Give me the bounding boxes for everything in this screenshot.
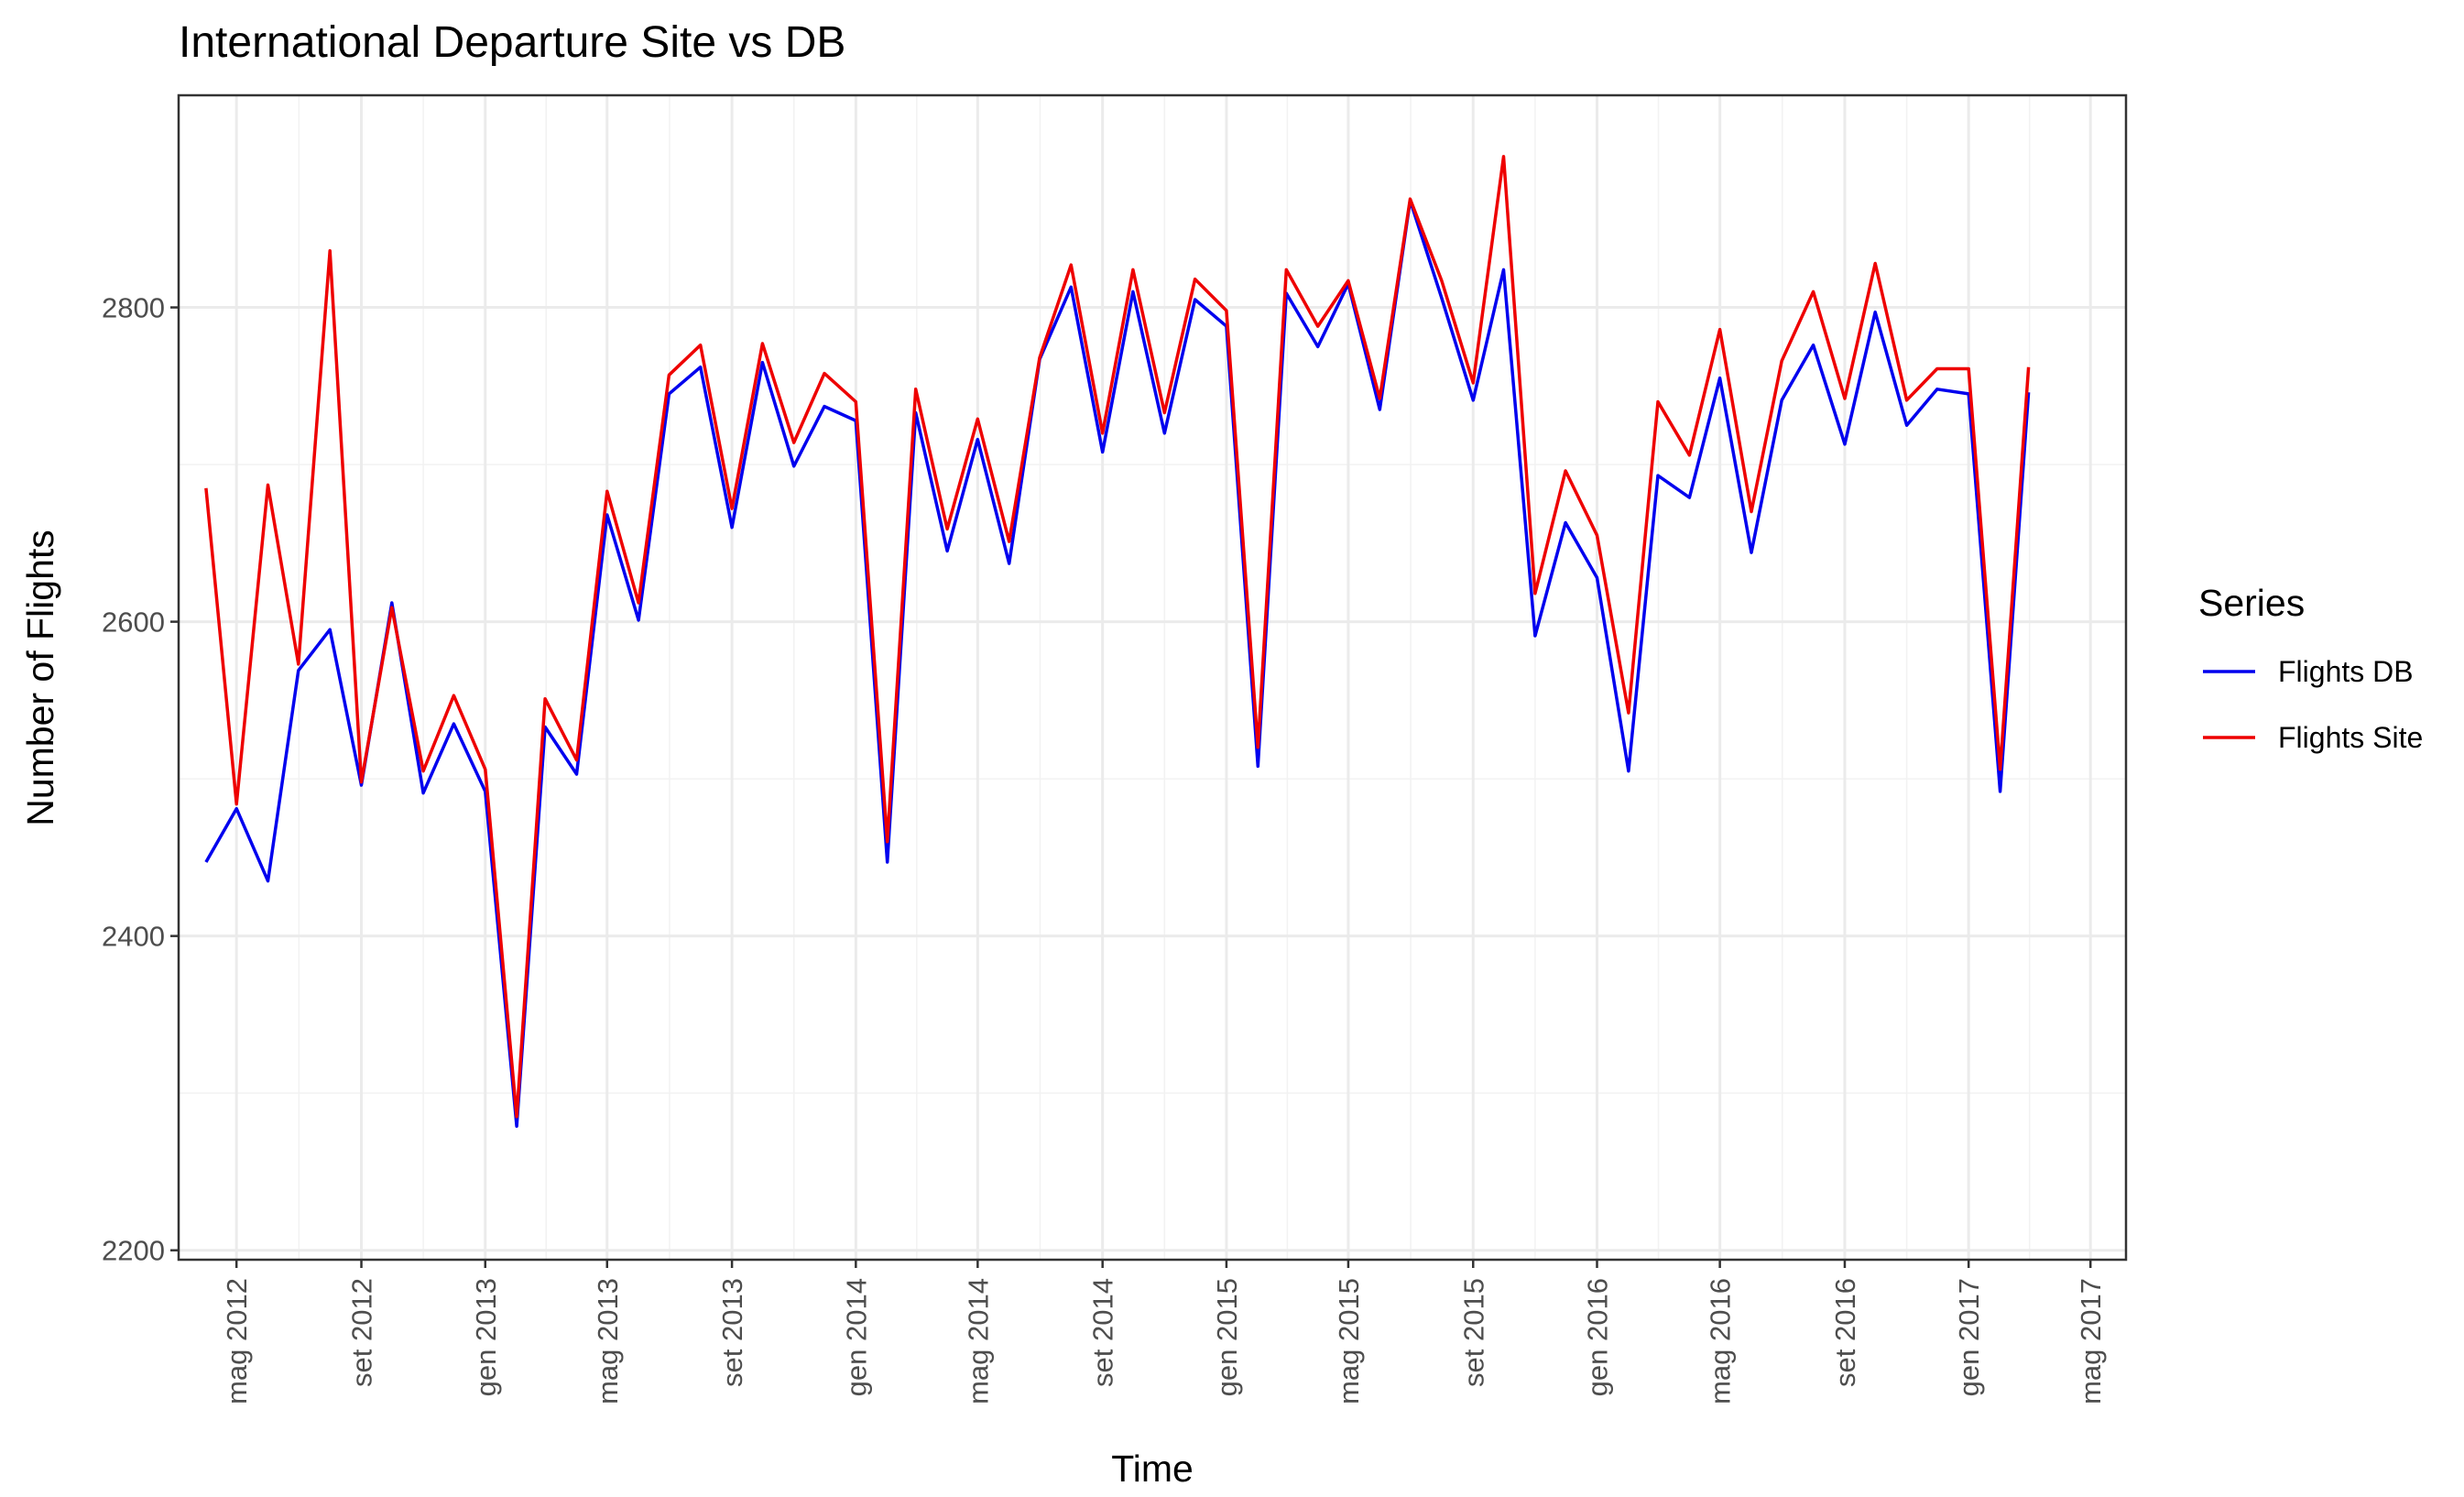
- x-tick-label: gen 2013: [470, 1278, 502, 1396]
- y-axis: 2200 2400 2600 2800: [102, 292, 179, 1267]
- legend-label: Flights Site: [2278, 721, 2423, 754]
- y-tick-label: 2200: [102, 1235, 165, 1267]
- x-tick-label: mag 2017: [2075, 1278, 2107, 1404]
- series-lines: [204, 155, 2031, 1128]
- x-tick-label: set 2015: [1457, 1278, 1489, 1387]
- legend-label: Flights DB: [2278, 655, 2414, 688]
- gridlines: [179, 95, 2126, 1260]
- x-tick-label: mag 2016: [1705, 1278, 1737, 1404]
- x-tick-label: set 2012: [346, 1278, 378, 1387]
- x-tick-label: set 2013: [716, 1278, 748, 1387]
- series-line-flights-db: [204, 199, 2031, 1128]
- x-tick-label: gen 2014: [840, 1278, 872, 1396]
- legend-title: Series: [2198, 582, 2305, 624]
- x-axis: mag 2012 set 2012 gen 2013 mag 2013 set 2013…: [221, 1260, 2107, 1404]
- x-tick-label: mag 2013: [592, 1278, 624, 1404]
- series-line-flights-site: [204, 155, 2031, 1119]
- x-tick-label: set 2014: [1087, 1278, 1119, 1387]
- x-tick-label: set 2016: [1829, 1278, 1861, 1387]
- y-tick-label: 2600: [102, 606, 165, 639]
- x-tick-label: mag 2014: [962, 1278, 994, 1404]
- chart-title: International Departure Site vs DB: [179, 18, 845, 67]
- x-tick-label: gen 2016: [1581, 1278, 1613, 1396]
- y-tick-label: 2400: [102, 921, 165, 953]
- y-axis-title: Number of Flights: [19, 530, 61, 826]
- y-tick-label: 2800: [102, 292, 165, 324]
- x-tick-label: gen 2015: [1211, 1278, 1243, 1396]
- x-tick-label: mag 2015: [1333, 1278, 1365, 1404]
- x-tick-label: mag 2012: [221, 1278, 253, 1404]
- legend: Series Flights DB Flights Site: [2198, 582, 2423, 754]
- plot-panel-border: [177, 93, 2128, 1262]
- x-axis-title: Time: [1111, 1448, 1194, 1490]
- x-tick-label: gen 2017: [1953, 1278, 1985, 1396]
